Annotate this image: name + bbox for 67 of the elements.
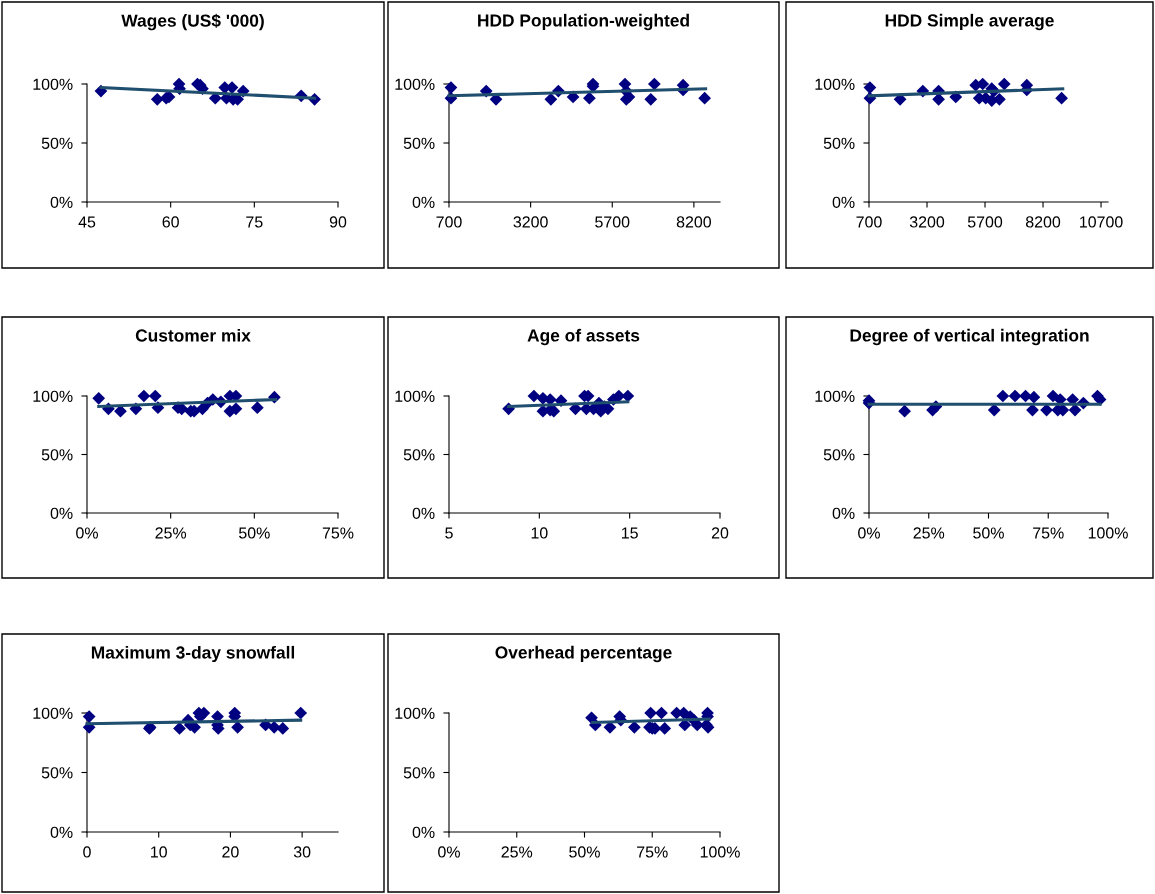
x-tick-label: 10: [531, 527, 548, 539]
chart-title: HDD Population-weighted: [478, 13, 689, 31]
x-tick-label: 45: [78, 216, 96, 228]
y-tick-label: 0%: [50, 196, 73, 208]
y-tick-label: 0%: [50, 826, 73, 838]
x-tick-label: 8200: [1025, 216, 1061, 228]
x-tick-label: 3200: [513, 216, 548, 228]
x-tick-label: 60: [162, 216, 179, 228]
chart-title: Wages (US$ '000): [121, 13, 264, 31]
y-tick-label: 100%: [33, 78, 73, 90]
x-tick-label: 100%: [1088, 527, 1128, 539]
x-tick-label: 0%: [438, 846, 460, 858]
y-tick-label: 0%: [832, 507, 855, 519]
x-tick-label: 75%: [322, 527, 354, 539]
x-tick-label: 75%: [1033, 527, 1064, 539]
x-tick-label: 0: [83, 846, 91, 858]
chart-title: Overhead percentage: [495, 645, 672, 663]
y-tick-label: 100%: [33, 707, 73, 719]
y-tick-label: 100%: [33, 390, 73, 402]
x-tick-label: 25%: [913, 527, 945, 539]
x-tick-label: 100%: [700, 846, 740, 858]
x-tick-label: 75%: [637, 846, 668, 858]
y-tick-label: 100%: [395, 390, 435, 402]
y-tick-label: 100%: [395, 707, 435, 719]
x-tick-label: 20: [711, 527, 729, 539]
y-tick-label: 50%: [403, 449, 435, 461]
x-tick-label: 90: [329, 216, 347, 228]
x-tick-label: 5700: [967, 216, 1003, 228]
y-tick-label: 50%: [823, 137, 855, 149]
y-tick-label: 0%: [412, 507, 435, 519]
y-tick-label: 50%: [403, 767, 435, 779]
x-tick-label: 15: [622, 527, 638, 539]
y-tick-label: 50%: [823, 449, 855, 461]
chart-title: Age of assets: [527, 328, 640, 346]
x-tick-label: 3200: [909, 216, 945, 228]
y-tick-label: 50%: [403, 137, 435, 149]
x-tick-label: 0%: [76, 527, 98, 539]
y-tick-label: 50%: [41, 767, 73, 779]
x-tick-label: 5700: [595, 216, 630, 228]
x-tick-label: 25%: [501, 846, 533, 858]
y-tick-label: 0%: [832, 196, 855, 208]
x-tick-label: 5: [445, 527, 453, 539]
x-tick-label: 10: [151, 846, 167, 858]
y-tick-label: 0%: [412, 826, 435, 838]
x-tick-label: 25%: [155, 527, 187, 539]
y-tick-label: 100%: [815, 78, 855, 90]
x-tick-label: 700: [856, 216, 882, 228]
y-tick-label: 100%: [395, 78, 435, 90]
x-tick-label: 8200: [676, 216, 712, 228]
x-tick-label: 50%: [973, 527, 1004, 539]
x-tick-label: 75: [246, 216, 263, 228]
x-tick-label: 20: [222, 846, 239, 858]
y-tick-label: 0%: [50, 507, 73, 519]
y-tick-label: 0%: [412, 196, 435, 208]
y-tick-label: 50%: [41, 449, 73, 461]
x-tick-label: 50%: [569, 846, 600, 858]
x-tick-label: 30: [293, 846, 311, 858]
chart-title: HDD Simple average: [885, 13, 1054, 31]
chart-title: Maximum 3-day snowfall: [91, 645, 295, 663]
x-tick-label: 0%: [858, 527, 880, 539]
y-tick-label: 100%: [815, 390, 855, 402]
x-tick-label: 50%: [238, 527, 270, 539]
chart-title: Customer mix: [135, 328, 251, 342]
y-tick-label: 50%: [41, 137, 73, 149]
x-tick-label: 10700: [1080, 216, 1123, 228]
chart-title: Degree of vertical integration: [850, 328, 1089, 346]
x-tick-label: 700: [436, 216, 462, 228]
